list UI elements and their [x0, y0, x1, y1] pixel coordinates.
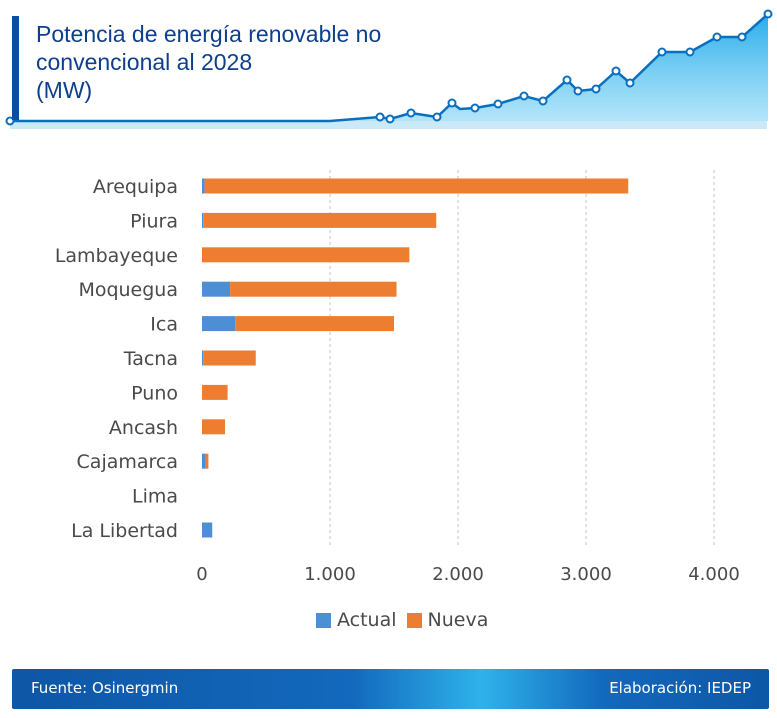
title-accent-bar	[12, 16, 19, 120]
deco-point	[447, 98, 457, 108]
bar-actual-moquegua	[202, 281, 231, 297]
bar-actual-arequipa	[202, 178, 205, 194]
deco-point	[375, 112, 385, 122]
bar-actual-ica	[202, 316, 236, 332]
legend-item-actual: Actual	[316, 609, 397, 631]
bar-actual-cajamarca	[202, 453, 206, 469]
category-label: Moquegua	[78, 279, 178, 301]
category-label: Piura	[130, 210, 178, 232]
deco-line	[10, 13, 769, 123]
deco-point	[573, 86, 583, 96]
deco-point	[538, 96, 548, 106]
category-label: Puno	[131, 382, 178, 404]
bar-actual-tacna	[202, 350, 204, 366]
bar-actual-la-libertad	[202, 522, 213, 538]
chart-title: Potencia de energía renovable no convenc…	[36, 20, 436, 104]
deco-point	[385, 114, 395, 124]
legend-label-nueva: Nueva	[427, 609, 489, 631]
footer-bar: Fuente: Osinergmin Elaboración: IEDEP	[12, 669, 769, 709]
bar-nueva-cajamarca	[205, 453, 209, 469]
deco-point	[712, 32, 722, 42]
bar-nueva-arequipa	[204, 178, 629, 194]
bar-actual-piura	[202, 212, 204, 228]
decorative-line-graphic	[5, 9, 773, 129]
deco-point	[591, 84, 601, 94]
deco-point	[625, 78, 635, 88]
bar-chart: Arequipa Piura Lambayeque Moquegua Ica Tacna P…	[55, 170, 740, 585]
x-tick-label: 1.000	[304, 564, 356, 585]
category-label: Ica	[150, 314, 178, 336]
chart-legend: Actual Nueva	[316, 609, 488, 631]
bar-nueva-puno	[202, 384, 228, 400]
deco-point	[5, 116, 15, 126]
category-label: Cajamarca	[77, 451, 178, 473]
deco-point	[519, 91, 529, 101]
category-label: Lima	[132, 486, 178, 508]
deco-point	[406, 108, 416, 118]
legend-label-actual: Actual	[337, 609, 397, 631]
deco-baseline	[10, 121, 767, 129]
deco-point	[432, 112, 442, 122]
bar-nueva-ica	[235, 316, 394, 332]
deco-point	[737, 32, 747, 42]
deco-point	[763, 9, 773, 19]
chart-title-line-1: Potencia de energía renovable no	[36, 21, 382, 47]
x-axis-tick-labels: 0 1.000 2.000 3.000 4.000	[196, 564, 739, 585]
chart-title-line-2: convencional al 2028	[36, 49, 253, 75]
x-tick-label: 4.000	[688, 564, 740, 585]
footer-source: Fuente: Osinergmin	[31, 679, 179, 697]
bar-nueva-lambayeque	[202, 247, 410, 263]
deco-point	[470, 103, 480, 113]
chart-grid	[329, 170, 715, 548]
x-tick-label: 3.000	[560, 564, 612, 585]
bar-nueva-tacna	[203, 350, 256, 366]
category-label: La Libertad	[71, 520, 178, 542]
bar-nueva-moquegua	[230, 281, 397, 297]
bar-nueva-piura	[203, 212, 437, 228]
legend-swatch-actual	[316, 612, 331, 628]
category-label: Ancash	[109, 417, 178, 439]
bar-nueva-ancash	[202, 419, 226, 435]
category-label: Lambayeque	[55, 245, 178, 267]
chart-bars	[202, 178, 629, 538]
deco-point	[685, 47, 695, 57]
deco-point	[562, 75, 572, 85]
deco-point	[611, 66, 621, 76]
legend-swatch-nueva	[406, 612, 422, 628]
category-label: Arequipa	[93, 176, 178, 198]
x-tick-label: 2.000	[432, 564, 484, 585]
header-banner: Potencia de energía renovable no convenc…	[0, 0, 777, 135]
footer-credit: Elaboración: IEDEP	[609, 679, 751, 697]
deco-point	[493, 99, 503, 109]
deco-area	[330, 14, 768, 121]
deco-point	[657, 47, 667, 57]
category-label: Tacna	[123, 348, 178, 370]
chart-title-line-3: (MW)	[36, 77, 93, 103]
category-labels: Arequipa Piura Lambayeque Moquegua Ica Tacna P…	[55, 176, 178, 542]
legend-item-nueva: Nueva	[406, 609, 489, 631]
x-tick-label: 0	[196, 564, 207, 585]
